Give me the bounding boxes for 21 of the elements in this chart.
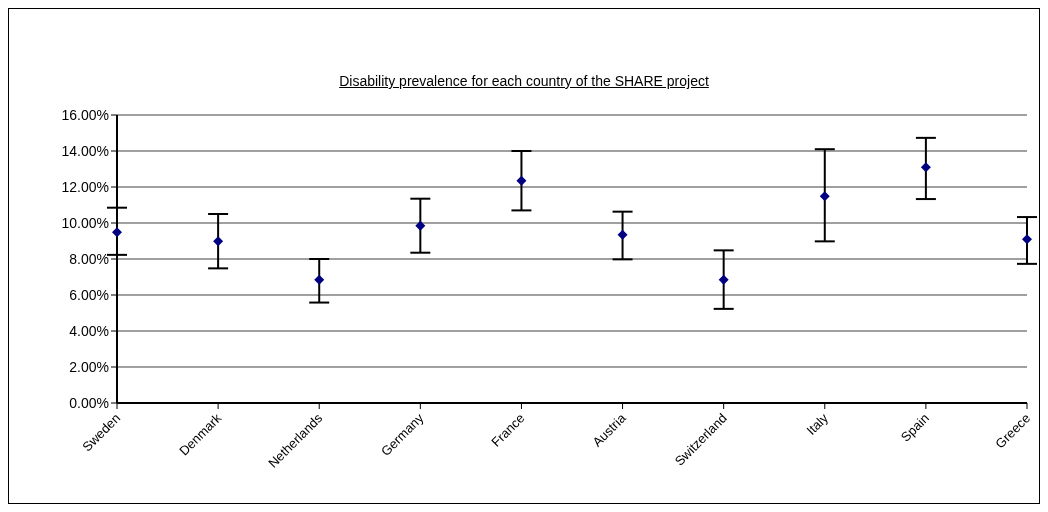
- point: [415, 220, 426, 231]
- y-tick-label: 2.00%: [69, 358, 109, 375]
- point: [516, 175, 527, 186]
- point: [112, 227, 122, 238]
- point: [920, 162, 931, 173]
- point: [617, 229, 628, 240]
- y-tick-label: 8.00%: [69, 250, 109, 267]
- point: [819, 191, 830, 202]
- point: [1022, 234, 1032, 245]
- y-tick-label: 10.00%: [61, 214, 109, 231]
- y-tick-label: 4.00%: [69, 322, 109, 339]
- chart-title: Disability prevalence for each country of the SHARE project: [338, 72, 710, 91]
- y-tick-label: 0.00%: [69, 394, 109, 411]
- y-tick-label: 14.00%: [61, 142, 109, 159]
- x-tick-label: Italy: [803, 410, 832, 438]
- y-tick-label: 16.00%: [61, 106, 109, 123]
- y-tick-label: 6.00%: [69, 286, 109, 303]
- point: [213, 236, 224, 247]
- y-tick-label: 12.00%: [61, 178, 109, 195]
- point: [718, 274, 729, 285]
- point: [314, 274, 325, 285]
